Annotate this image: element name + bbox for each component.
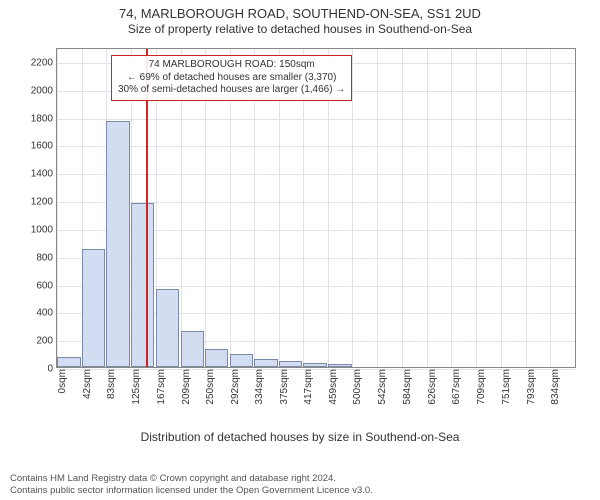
gridline-vertical	[402, 49, 403, 367]
x-tick-label: 459sqm	[328, 369, 339, 405]
x-tick-label: 83sqm	[106, 369, 117, 399]
x-axis-label: Distribution of detached houses by size …	[0, 430, 600, 444]
histogram-bar	[181, 331, 205, 367]
footer-attribution: Contains HM Land Registry data © Crown c…	[10, 473, 373, 497]
footer-line1: Contains HM Land Registry data © Crown c…	[10, 473, 373, 485]
y-tick-label: 2000	[31, 85, 57, 96]
x-tick-label: 667sqm	[451, 369, 462, 405]
annotation-line-2: ← 69% of detached houses are smaller (3,…	[118, 72, 345, 85]
x-tick-label: 709sqm	[476, 369, 487, 405]
x-tick-label: 751sqm	[501, 369, 512, 405]
histogram-bar	[303, 363, 327, 367]
title-line2: Size of property relative to detached ho…	[0, 21, 600, 40]
histogram-bar	[156, 289, 180, 367]
x-tick-label: 0sqm	[57, 369, 68, 393]
histogram-bar	[328, 364, 352, 367]
gridline-vertical	[550, 49, 551, 367]
x-tick-label: 626sqm	[427, 369, 438, 405]
gridline-horizontal	[57, 119, 575, 120]
annotation-line-3: 30% of semi-detached houses are larger (…	[118, 84, 345, 97]
y-tick-label: 400	[36, 308, 57, 319]
x-tick-label: 584sqm	[402, 369, 413, 405]
histogram-bar	[205, 349, 229, 367]
gridline-vertical	[476, 49, 477, 367]
x-tick-label: 292sqm	[230, 369, 241, 405]
gridline-horizontal	[57, 146, 575, 147]
gridline-vertical	[451, 49, 452, 367]
y-tick-label: 1600	[31, 141, 57, 152]
histogram-bar	[82, 249, 106, 367]
y-tick-label: 1000	[31, 224, 57, 235]
footer-line2: Contains public sector information licen…	[10, 485, 373, 497]
y-tick-label: 800	[36, 252, 57, 263]
y-tick-label: 1800	[31, 113, 57, 124]
gridline-vertical	[57, 49, 58, 367]
x-tick-label: 334sqm	[254, 369, 265, 405]
x-tick-label: 375sqm	[279, 369, 290, 405]
gridline-vertical	[526, 49, 527, 367]
histogram-bar	[106, 121, 130, 367]
x-tick-label: 42sqm	[82, 369, 93, 399]
plot-area: 0200400600800100012001400160018002000220…	[56, 48, 576, 368]
y-tick-label: 2200	[31, 57, 57, 68]
x-tick-label: 500sqm	[352, 369, 363, 405]
histogram-bar	[57, 357, 81, 367]
histogram-bar	[131, 203, 155, 367]
x-tick-label: 834sqm	[550, 369, 561, 405]
title-line1: 74, MARLBOROUGH ROAD, SOUTHEND-ON-SEA, S…	[0, 0, 600, 21]
histogram-bar	[279, 361, 303, 367]
y-tick-label: 1400	[31, 169, 57, 180]
y-tick-label: 0	[47, 364, 57, 375]
annotation-line-1: 74 MARLBOROUGH ROAD: 150sqm	[118, 59, 345, 72]
x-tick-label: 417sqm	[303, 369, 314, 405]
x-tick-label: 167sqm	[156, 369, 167, 405]
x-tick-label: 542sqm	[377, 369, 388, 405]
gridline-vertical	[427, 49, 428, 367]
histogram-bar	[254, 359, 278, 367]
chart-container: Number of detached properties 0200400600…	[0, 40, 600, 440]
gridline-horizontal	[57, 174, 575, 175]
histogram-bar	[230, 354, 254, 367]
annotation-box: 74 MARLBOROUGH ROAD: 150sqm← 69% of deta…	[111, 55, 352, 101]
gridline-vertical	[501, 49, 502, 367]
gridline-vertical	[352, 49, 353, 367]
x-tick-label: 793sqm	[526, 369, 537, 405]
x-tick-label: 125sqm	[131, 369, 142, 405]
x-tick-label: 209sqm	[181, 369, 192, 405]
x-tick-label: 250sqm	[205, 369, 216, 405]
gridline-vertical	[377, 49, 378, 367]
y-tick-label: 200	[36, 336, 57, 347]
y-tick-label: 1200	[31, 197, 57, 208]
y-tick-label: 600	[36, 280, 57, 291]
